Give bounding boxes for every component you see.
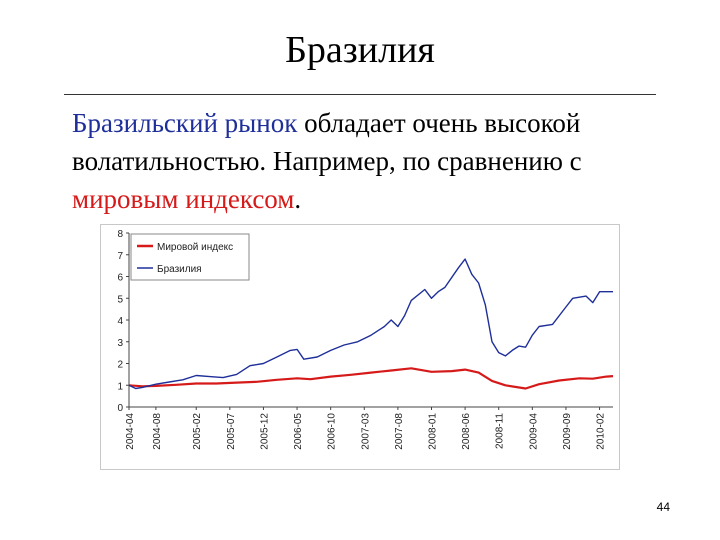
y-tick-label: 2 bbox=[117, 360, 123, 371]
y-tick-label: 5 bbox=[117, 294, 123, 305]
x-tick-label: 2006-05 bbox=[293, 413, 304, 450]
y-tick-label: 6 bbox=[117, 273, 123, 284]
chart-canvas: 0 1 2 3 4 5 6 7 8 2004-04 2004-08 2005-02 2005-07 200… bbox=[117, 229, 614, 450]
y-tick-label: 4 bbox=[117, 316, 123, 327]
x-tick-label: 2004-08 bbox=[152, 413, 163, 450]
series-line-brazil bbox=[128, 258, 613, 390]
y-tick-label: 0 bbox=[117, 403, 123, 414]
body-text-main: обладает очень высокой волатильностью. Н… bbox=[72, 108, 582, 176]
x-tick-label: 2005-12 bbox=[259, 413, 270, 450]
line-chart: 0 1 2 3 4 5 6 7 8 2004-04 2004-08 2005-02 2005-07 200… bbox=[100, 224, 620, 470]
y-tick-label: 1 bbox=[117, 381, 123, 392]
series-line-world-index bbox=[128, 367, 614, 390]
x-tick-label: 2004-04 bbox=[125, 413, 136, 450]
x-tick-label: 2008-11 bbox=[495, 413, 506, 449]
body-text-brazil-market: Бразильский рынок bbox=[72, 108, 298, 138]
legend-label-world-index: Мировой индекс bbox=[157, 242, 233, 253]
x-tick-label: 2008-06 bbox=[461, 413, 472, 450]
body-text-world-index: мировым индексом bbox=[72, 184, 295, 214]
x-tick-label: 2005-02 bbox=[192, 413, 203, 450]
x-tick-label: 2010-02 bbox=[596, 413, 607, 450]
legend-label-brazil: Бразилия bbox=[157, 264, 202, 275]
body-text-end: . bbox=[294, 184, 302, 214]
y-tick-label: 7 bbox=[117, 251, 123, 262]
legend-box bbox=[130, 233, 250, 281]
title-divider bbox=[64, 94, 656, 95]
x-tick-label: 2007-08 bbox=[394, 413, 405, 450]
x-tick-label: 2007-03 bbox=[360, 413, 371, 450]
y-tick-label: 3 bbox=[117, 338, 123, 349]
x-tick-label: 2006-10 bbox=[327, 413, 338, 450]
body-text: Бразильский рынок обладает очень высокой… bbox=[72, 104, 672, 218]
x-tick-label: 2005-07 bbox=[226, 413, 237, 450]
slide-title: Бразилия bbox=[285, 29, 435, 71]
x-tick-label: 2009-09 bbox=[562, 413, 573, 450]
page-number: 44 bbox=[656, 500, 670, 514]
x-tick-label: 2009-04 bbox=[528, 413, 539, 450]
y-tick-label: 8 bbox=[117, 229, 123, 240]
x-tick-label: 2008-01 bbox=[428, 413, 439, 450]
